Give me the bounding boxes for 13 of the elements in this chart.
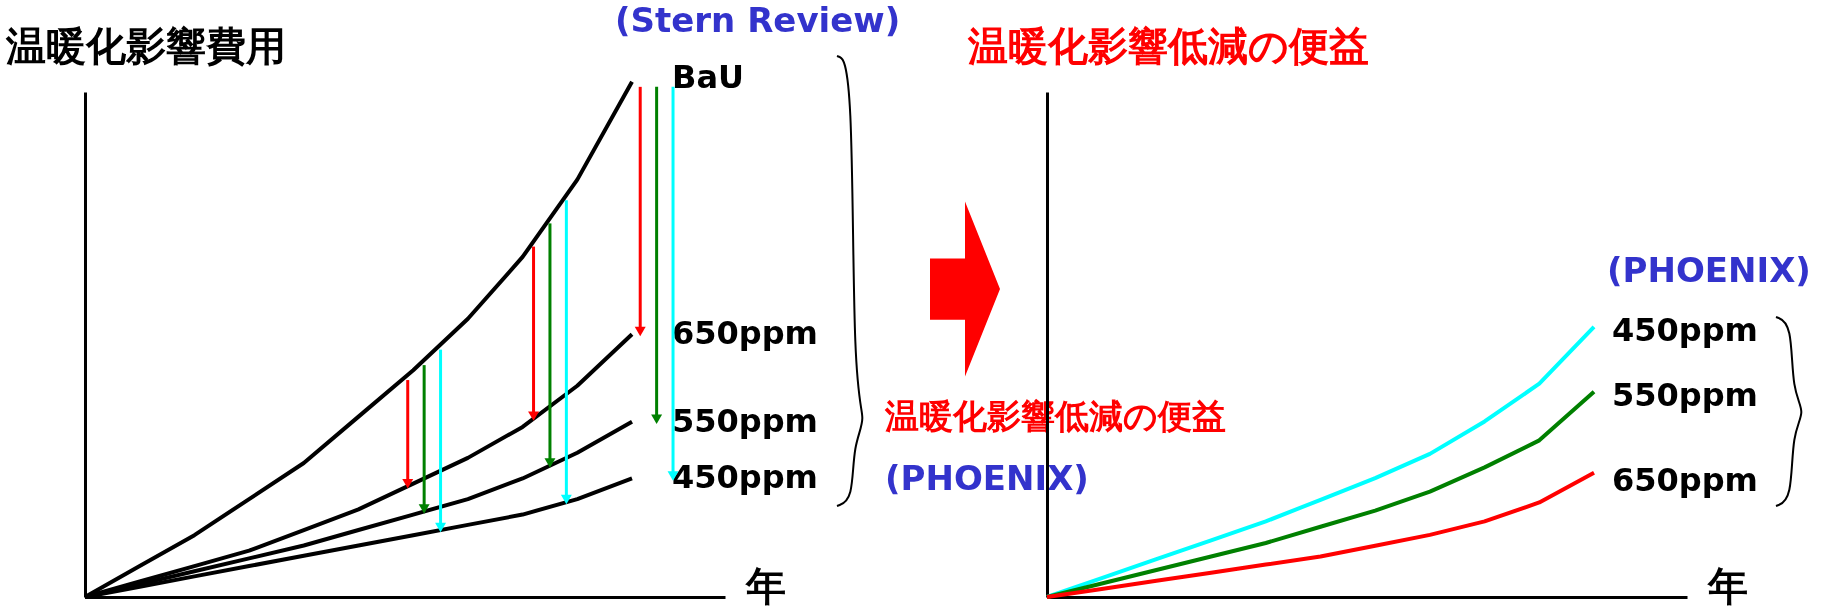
text: (Stern Review) — [615, 0, 901, 40]
series-label: 450ppm — [1612, 310, 1758, 349]
y-axis-title: 温暖化影響低減の便益 — [966, 22, 1369, 69]
series-label: 450ppm — [672, 458, 818, 497]
text: (PHOENIX) — [1607, 250, 1811, 290]
series-label: BaU — [672, 57, 744, 96]
x-axis-title: 年 — [1706, 562, 1748, 609]
series-label: 550ppm — [1612, 375, 1758, 414]
series-label: 650ppm — [1612, 460, 1758, 499]
series-label: 550ppm — [672, 401, 818, 440]
x-axis-title: 年 — [744, 562, 786, 609]
y-axis-title: 温暖化影響費用 — [4, 22, 286, 69]
legend-label: 650ppm — [672, 314, 818, 353]
